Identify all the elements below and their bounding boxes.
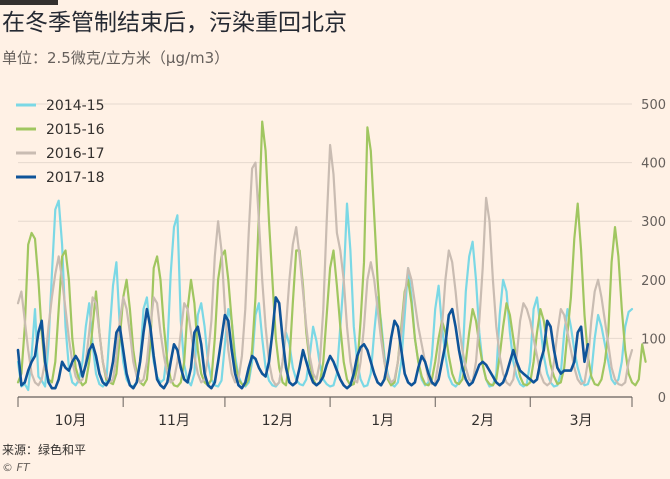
x-tick-label: 12月	[262, 413, 294, 429]
legend-label: 2017-18	[46, 170, 105, 186]
legend-label: 2016-17	[46, 146, 105, 162]
ft-brand-bar	[0, 0, 58, 5]
x-tick-label: 3月	[570, 413, 593, 429]
legend-label: 2014-15	[46, 98, 105, 114]
legend: 2014-15 2015-16 2016-17 2017-18	[16, 98, 105, 186]
x-tick-label: 10月	[55, 413, 87, 429]
series-lines	[16, 120, 647, 392]
y-tick-label: 500	[641, 98, 666, 113]
x-tick-label: 1月	[371, 413, 394, 429]
y-tick-label: 300	[641, 215, 666, 230]
series-line-2017-18	[16, 296, 590, 390]
y-tick-label: 0	[658, 391, 666, 406]
x-tick-label: 2月	[471, 413, 494, 429]
source-note: 来源：绿色和平	[2, 443, 87, 457]
y-axis-tick-labels: 0 100 200 300 400 500	[641, 98, 666, 406]
y-tick-label: 200	[641, 274, 666, 289]
legend-label: 2015-16	[46, 122, 105, 138]
y-tick-label: 100	[641, 332, 666, 347]
copyright-note: © FT	[2, 461, 30, 474]
series-line-2016-17	[16, 143, 634, 387]
y-tick-label: 400	[641, 157, 666, 172]
chart-title: 在冬季管制结束后，污染重回北京	[2, 10, 347, 36]
chart-subtitle: 单位：2.5微克/立方米（μg/m3）	[2, 49, 230, 67]
x-tick-label: 11月	[158, 413, 190, 429]
x-axis: 10月 11月 12月 1月 2月 3月	[17, 397, 633, 429]
